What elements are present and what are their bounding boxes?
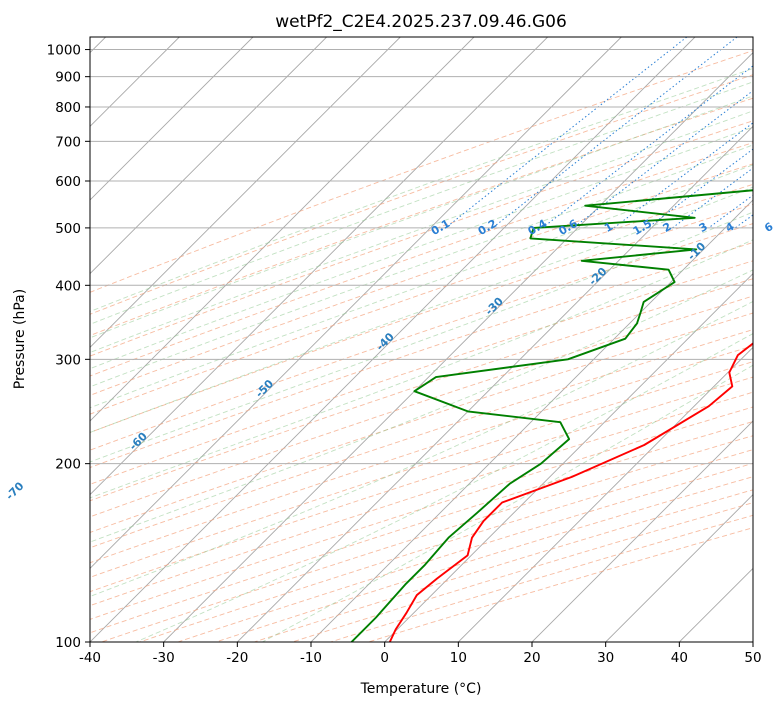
background-lines bbox=[90, 37, 753, 642]
y-tick-label: 200 bbox=[55, 457, 81, 473]
isotherm-line bbox=[531, 420, 753, 642]
isotherm-line bbox=[90, 37, 401, 348]
x-tick-label: 40 bbox=[671, 650, 688, 666]
x-tick-label: -30 bbox=[153, 650, 175, 666]
y-tick-label: 800 bbox=[55, 100, 81, 116]
mixing-ratio-line bbox=[672, 167, 753, 229]
x-tick-label: -40 bbox=[79, 650, 101, 666]
dry-adiabat-line bbox=[90, 223, 753, 451]
y-tick-label: 100 bbox=[55, 635, 81, 651]
isotherm-line bbox=[679, 567, 753, 642]
x-tick-label: 0 bbox=[380, 650, 389, 666]
dry-adiabat-line bbox=[90, 421, 753, 634]
dry-adiabat-line bbox=[90, 376, 753, 593]
isotherm-line bbox=[237, 125, 753, 642]
dry-adiabat-line bbox=[290, 502, 753, 642]
y-axis: 100 200 300 400 500 600 700 800 900 1000 bbox=[47, 43, 90, 651]
moist-adiabat-line bbox=[262, 364, 753, 642]
mixing-ratio-line bbox=[734, 214, 753, 229]
x-tick-label: -20 bbox=[226, 650, 248, 666]
profile-traces bbox=[350, 189, 753, 642]
isotherm-line bbox=[310, 199, 753, 642]
isotherm-line bbox=[163, 52, 753, 642]
dry-adiabat-line bbox=[90, 241, 753, 468]
y-tick-label: 500 bbox=[55, 221, 81, 237]
dry-adiabat-line bbox=[90, 345, 753, 564]
isotherm-line bbox=[90, 37, 475, 422]
isotherm-line bbox=[752, 641, 753, 642]
moist-adiabat-line bbox=[90, 211, 753, 463]
dry-adiabat-label: -30 bbox=[483, 295, 506, 318]
dry-adiabat-label: -20 bbox=[586, 265, 609, 288]
y-tick-label: 700 bbox=[55, 134, 81, 150]
isotherm-line bbox=[90, 37, 696, 642]
y-axis-label: Pressure (hPa) bbox=[12, 289, 28, 389]
mixing-ratio-label: 0.6 bbox=[556, 217, 580, 238]
dry-adiabat-line bbox=[90, 120, 753, 357]
dry-adiabat-line bbox=[90, 50, 753, 293]
isotherm-line bbox=[458, 346, 753, 642]
plot-frame bbox=[89, 36, 754, 643]
x-tick-label: 20 bbox=[523, 650, 540, 666]
y-tick-label: 600 bbox=[55, 174, 81, 190]
y-tick-label: 1000 bbox=[47, 43, 81, 59]
isotherm-line bbox=[384, 273, 753, 642]
x-axis-label: Temperature (°C) bbox=[360, 681, 482, 697]
dry-adiabat-label: -70 bbox=[3, 479, 26, 502]
x-tick-label: 10 bbox=[450, 650, 467, 666]
dry-adiabat-line bbox=[90, 74, 753, 315]
isotherm-line bbox=[90, 37, 622, 569]
line-annotations: -100-90-80-70-60-50-40-30-20-10010203040… bbox=[3, 217, 775, 503]
dewpoint-trace bbox=[350, 189, 753, 642]
x-tick-label: 30 bbox=[597, 650, 614, 666]
dry-adiabat-line bbox=[90, 142, 753, 377]
y-tick-label: 400 bbox=[55, 278, 81, 294]
dry-adiabat-label: -10 bbox=[685, 240, 708, 263]
dry-adiabat-label: -50 bbox=[253, 377, 276, 400]
moist-adiabat-line bbox=[90, 186, 753, 433]
mixing-ratio-label: 0.1 bbox=[429, 217, 452, 238]
moist-adiabat-line bbox=[90, 300, 753, 597]
isotherm-line bbox=[90, 37, 327, 275]
dry-adiabat-line bbox=[90, 163, 753, 396]
x-axis: -40 -30 -20 -10 0 10 20 30 40 50 bbox=[79, 642, 762, 666]
mixing-ratio-line bbox=[542, 65, 753, 229]
dry-adiabat-line bbox=[138, 449, 753, 642]
dry-adiabat-label: -60 bbox=[127, 430, 150, 453]
dry-adiabat-line bbox=[90, 361, 753, 578]
y-tick-label: 300 bbox=[55, 352, 81, 368]
moist-adiabat-line bbox=[90, 269, 753, 543]
moist-adiabat-line bbox=[90, 239, 753, 499]
dry-adiabat-label: -40 bbox=[374, 330, 397, 353]
isotherm-line bbox=[90, 37, 254, 201]
isotherm-line bbox=[90, 37, 548, 496]
mixing-ratio-label: 0.2 bbox=[476, 217, 499, 238]
dry-adiabat-line bbox=[90, 203, 753, 433]
dry-adiabat-line bbox=[90, 278, 753, 502]
dry-adiabat-line bbox=[90, 260, 753, 485]
y-tick-label: 900 bbox=[55, 70, 81, 86]
isotherm-line bbox=[605, 494, 753, 642]
temperature-trace bbox=[388, 342, 753, 642]
mixing-ratio-line bbox=[572, 90, 753, 229]
x-tick-label: 50 bbox=[744, 650, 761, 666]
mixing-ratio-label: 4 bbox=[723, 220, 736, 235]
dry-adiabat-line bbox=[90, 312, 753, 533]
mixing-ratio-line bbox=[492, 37, 738, 229]
dry-adiabat-line bbox=[90, 295, 753, 518]
dry-adiabat-line bbox=[367, 527, 753, 642]
moist-adiabat-line bbox=[90, 164, 753, 409]
mixing-ratio-line bbox=[613, 122, 753, 229]
dry-adiabat-line bbox=[90, 391, 753, 607]
pressure-gridlines bbox=[90, 49, 753, 642]
moist-adiabat-line bbox=[135, 333, 753, 642]
chart-title: wetPf2_C2E4.2025.237.09.46.G06 bbox=[275, 12, 567, 32]
dry-adiabat-line bbox=[90, 329, 753, 549]
x-tick-label: -10 bbox=[300, 650, 322, 666]
mixing-ratio-label: 6 bbox=[762, 220, 775, 235]
